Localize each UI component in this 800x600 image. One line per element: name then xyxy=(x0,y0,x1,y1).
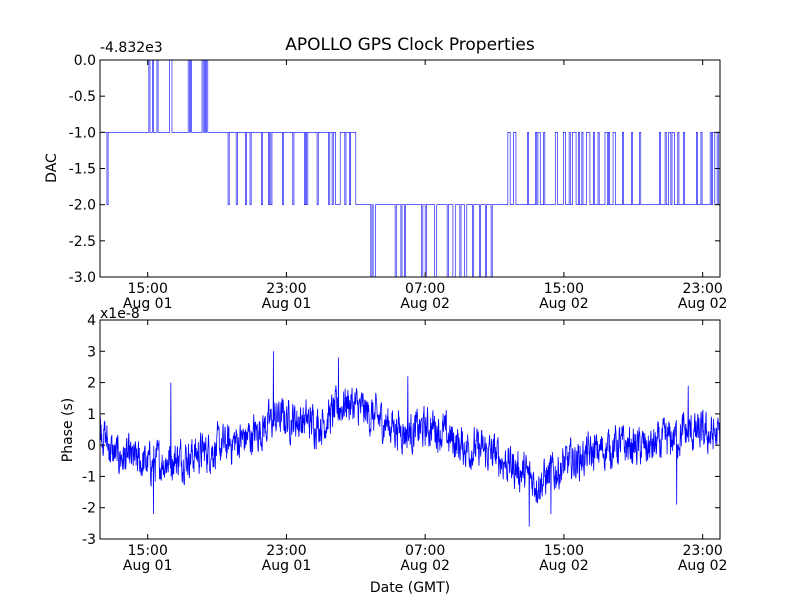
dac-frame xyxy=(99,59,721,278)
phase-ytick-label: 3 xyxy=(87,344,96,360)
phase-xtick-time: 07:00 xyxy=(405,543,445,559)
dac-ytick-label: -3.0 xyxy=(69,270,96,286)
dac-ytick-label: -2.5 xyxy=(69,234,96,250)
phase-xtick-date: Aug 02 xyxy=(539,558,589,574)
dac-xtick-time: 23:00 xyxy=(682,281,722,297)
dac-series xyxy=(100,59,720,278)
phase-ytick-label: 1 xyxy=(87,407,96,423)
phase-ytick-label: -2 xyxy=(82,501,96,517)
phase-xtick-time: 15:00 xyxy=(128,543,168,559)
dac-ytick-label: -1.0 xyxy=(69,125,96,141)
dac-xtick-date: Aug 01 xyxy=(262,296,312,312)
dac-xtick-date: Aug 01 xyxy=(123,296,173,312)
phase-ytick-label: -3 xyxy=(82,532,96,548)
phase-xtick-time: 23:00 xyxy=(682,543,722,559)
dac-xtick-date: Aug 02 xyxy=(539,296,589,312)
dac-line xyxy=(100,59,720,278)
dac-xtick-time: 15:00 xyxy=(128,281,168,297)
phase-line xyxy=(99,351,721,527)
chart-title: APOLLO GPS Clock Properties xyxy=(285,35,535,55)
phase-xtick-time: 23:00 xyxy=(266,543,306,559)
dac-ytick-label: 0.0 xyxy=(74,53,96,69)
phase-xtick-time: 15:00 xyxy=(544,543,584,559)
phase-ytick-label: 4 xyxy=(87,313,96,329)
dac-plot-area xyxy=(100,60,720,277)
phase-xtick-date: Aug 01 xyxy=(123,558,173,574)
dac-ytick-label: -1.5 xyxy=(69,162,96,178)
dac-xtick-date: Aug 02 xyxy=(678,296,728,312)
phase-xtick-date: Aug 02 xyxy=(678,558,728,574)
dac-xtick-time: 07:00 xyxy=(405,281,445,297)
phase-frame xyxy=(99,319,721,540)
dac-xtick-time: 15:00 xyxy=(544,281,584,297)
phase-xtick-date: Aug 02 xyxy=(400,558,450,574)
phase-ytick-label: 2 xyxy=(87,376,96,392)
phase-xtick-date: Aug 01 xyxy=(262,558,312,574)
dac-xtick-date: Aug 02 xyxy=(400,296,450,312)
phase-y-axis-label: Phase (s) xyxy=(60,398,76,462)
dac-y-axis-label: DAC xyxy=(44,153,60,183)
dac-offset-label: -4.832e3 xyxy=(100,40,163,56)
phase-x-axis-label: Date (GMT) xyxy=(370,580,450,596)
phase-ytick-label: 0 xyxy=(87,438,96,454)
phase-series xyxy=(99,351,721,527)
dac-ytick-label: -0.5 xyxy=(69,89,96,105)
phase-offset-label: x1e-8 xyxy=(100,306,140,322)
phase-ytick-label: -1 xyxy=(82,469,96,485)
dac-xtick-time: 23:00 xyxy=(266,281,306,297)
dac-ytick-label: -2.0 xyxy=(69,198,96,214)
